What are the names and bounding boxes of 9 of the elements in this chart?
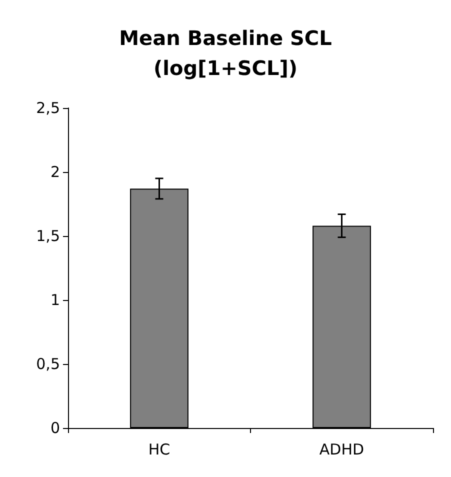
y-tick-label: 1: [50, 291, 60, 309]
x-tick-label: ADHD: [319, 440, 364, 458]
y-tick-label: 0,5: [36, 355, 60, 373]
y-tick-label: 1,5: [36, 227, 60, 245]
x-tick-label: HC: [148, 440, 170, 458]
y-tick-label: 0: [50, 419, 60, 437]
y-tick-label: 2,5: [36, 99, 60, 117]
y-tick-label: 2: [50, 163, 60, 181]
chart-title: Mean Baseline SCL (log[1+SCL]): [119, 26, 332, 80]
